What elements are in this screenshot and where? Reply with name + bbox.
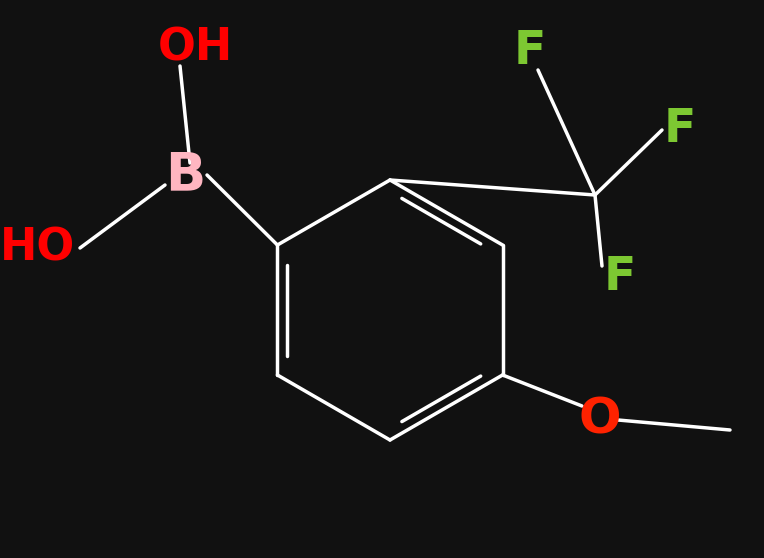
- Text: F: F: [604, 256, 636, 301]
- Text: OH: OH: [157, 26, 232, 70]
- Text: O: O: [579, 396, 621, 444]
- Text: F: F: [664, 108, 696, 152]
- Text: F: F: [514, 30, 546, 75]
- Text: HO: HO: [0, 227, 76, 270]
- Text: B: B: [165, 149, 205, 201]
